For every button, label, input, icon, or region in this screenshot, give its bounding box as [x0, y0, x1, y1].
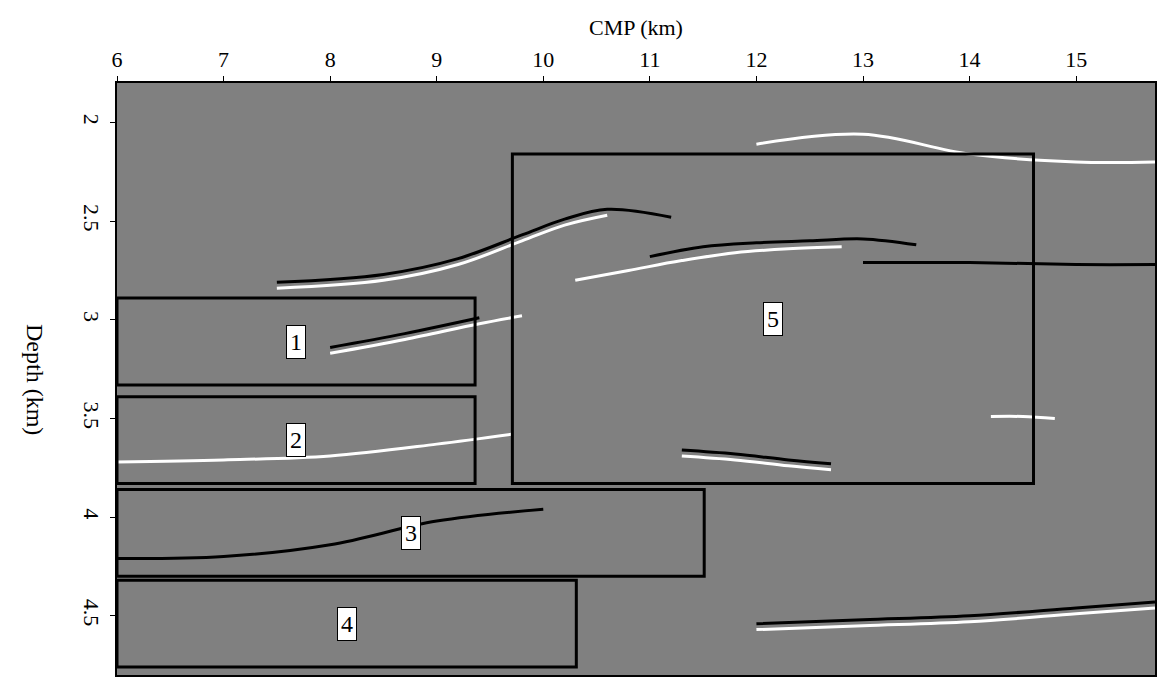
svg-text:2: 2	[79, 114, 104, 125]
svg-text:3: 3	[405, 520, 417, 546]
svg-text:2: 2	[290, 427, 302, 453]
svg-text:1: 1	[290, 329, 302, 355]
svg-text:2.5: 2.5	[79, 204, 104, 232]
svg-text:5: 5	[767, 306, 779, 332]
svg-text:14: 14	[959, 47, 981, 72]
svg-text:12: 12	[745, 47, 767, 72]
svg-text:9: 9	[431, 47, 442, 72]
svg-text:8: 8	[325, 47, 336, 72]
svg-text:7: 7	[218, 47, 229, 72]
svg-text:6: 6	[112, 47, 123, 72]
svg-text:4: 4	[79, 508, 104, 519]
svg-text:3.5: 3.5	[79, 401, 104, 429]
svg-text:11: 11	[639, 47, 660, 72]
svg-text:13: 13	[852, 47, 874, 72]
svg-text:15: 15	[1065, 47, 1087, 72]
svg-text:Depth (km): Depth (km)	[22, 324, 48, 435]
svg-text:10: 10	[532, 47, 554, 72]
svg-text:4: 4	[341, 611, 353, 637]
svg-text:CMP (km): CMP (km)	[589, 15, 683, 40]
svg-text:3: 3	[79, 311, 104, 322]
svg-text:4.5: 4.5	[79, 599, 104, 627]
